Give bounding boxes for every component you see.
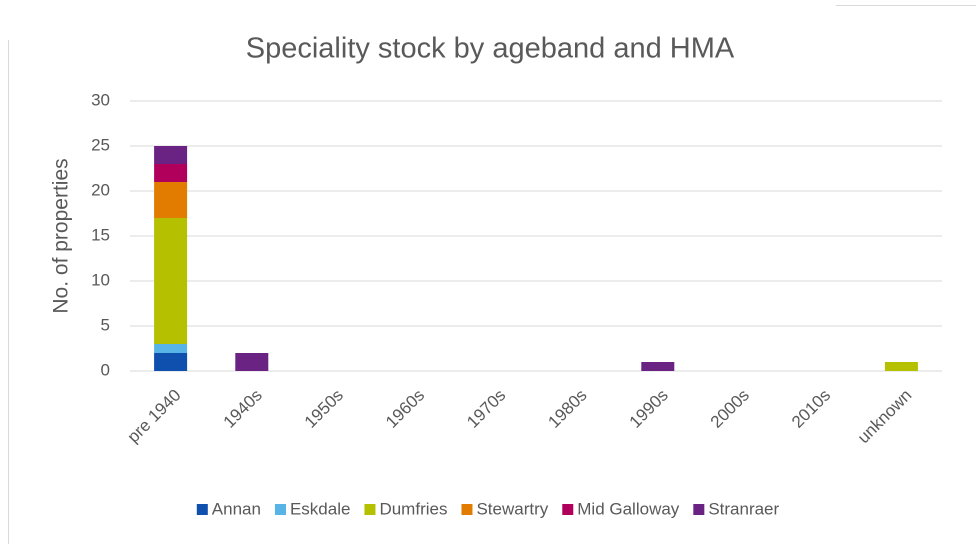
y-tick-label: 30 bbox=[91, 90, 110, 109]
bar-segment bbox=[154, 353, 188, 371]
legend-label: Mid Galloway bbox=[577, 499, 680, 518]
bar-segment bbox=[154, 146, 188, 164]
bar-segment bbox=[154, 164, 188, 182]
legend-label: Stranraer bbox=[708, 499, 779, 518]
legend-swatch bbox=[364, 504, 376, 515]
bar-segment bbox=[154, 182, 188, 218]
legend-label: Eskdale bbox=[290, 499, 350, 518]
bar-segment bbox=[235, 353, 269, 371]
legend-label: Dumfries bbox=[379, 499, 447, 518]
legend-swatch bbox=[461, 504, 473, 515]
y-tick-label: 10 bbox=[91, 270, 110, 289]
y-tick-label: 25 bbox=[91, 135, 110, 154]
legend-swatch bbox=[693, 504, 705, 515]
bar-segment bbox=[884, 362, 918, 371]
chart-title: Speciality stock by ageband and HMA bbox=[246, 33, 735, 65]
bar-segment bbox=[154, 344, 188, 353]
bar-segment bbox=[154, 218, 188, 344]
y-tick-label: 15 bbox=[91, 225, 110, 244]
legend-swatch bbox=[274, 504, 286, 515]
y-axis-label: No. of properties bbox=[50, 158, 73, 313]
legend-label: Stewartry bbox=[476, 499, 548, 518]
y-tick-label: 5 bbox=[101, 315, 110, 334]
legend-swatch bbox=[562, 504, 574, 515]
bar-segment bbox=[641, 362, 675, 371]
legend-label: Annan bbox=[212, 499, 261, 518]
y-tick-label: 0 bbox=[101, 360, 110, 379]
y-tick-label: 20 bbox=[91, 180, 110, 199]
legend-swatch bbox=[196, 504, 208, 515]
